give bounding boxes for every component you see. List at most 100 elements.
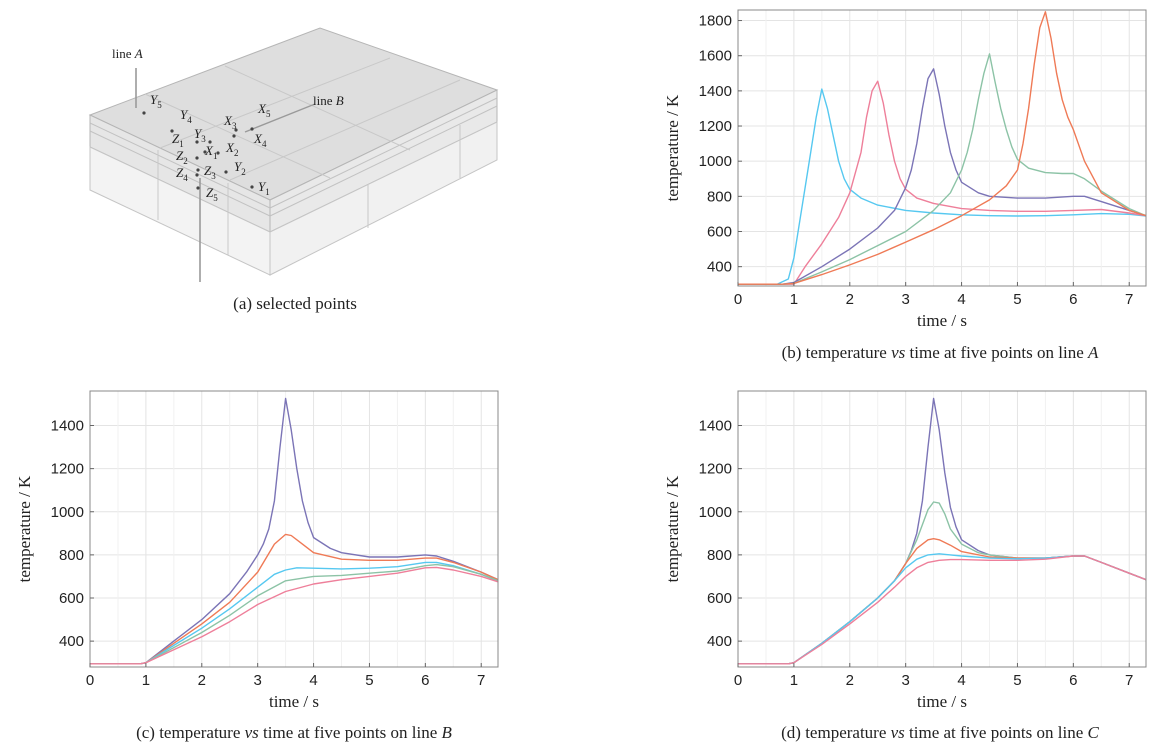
x-tick-label: 0: [86, 672, 94, 689]
panel-a-caption: (a) selected points: [233, 294, 357, 313]
point-marker: [196, 168, 200, 172]
point-marker: [195, 156, 199, 160]
point-label: X2: [225, 140, 238, 158]
y-tick-label: 800: [59, 547, 84, 564]
chart-caption: (c) temperature vs time at five points o…: [136, 723, 452, 742]
y-tick-label: 800: [707, 547, 732, 564]
y-tick-label: 400: [707, 259, 732, 276]
y-axis-label: temperature / K: [15, 475, 34, 582]
point-label: X5: [257, 101, 271, 119]
series-line-cyan: [90, 561, 499, 665]
x-tick-label: 1: [790, 672, 798, 689]
series-line-green: [738, 53, 1147, 285]
x-tick-label: 6: [421, 672, 429, 689]
y-tick-label: 1800: [699, 13, 732, 30]
point-marker: [208, 140, 212, 144]
y-tick-label: 1400: [699, 83, 732, 100]
x-tick-label: 7: [1125, 291, 1133, 308]
point-label: Y3: [194, 126, 206, 144]
x-tick-label: 4: [957, 291, 965, 308]
series-line-pink: [90, 566, 499, 665]
plot-frame: [737, 390, 1147, 668]
point-marker: [196, 186, 200, 190]
y-tick-label: 600: [59, 590, 84, 607]
point-marker: [216, 151, 220, 155]
point-marker: [203, 150, 207, 154]
y-tick-label: 1200: [699, 118, 732, 135]
point-label: Z3: [204, 163, 216, 181]
plot-frame: [89, 390, 499, 668]
series-line-orange: [738, 11, 1147, 285]
point-marker: [195, 140, 199, 144]
x-tick-label: 5: [1013, 291, 1021, 308]
x-axis-label: time / s: [917, 692, 967, 711]
x-tick-label: 3: [901, 672, 909, 689]
point-label: X3: [223, 113, 237, 131]
point-marker: [250, 127, 254, 131]
series-line-purple: [738, 68, 1147, 285]
x-tick-label: 2: [846, 291, 854, 308]
point-label: Z4: [176, 165, 188, 183]
x-tick-label: 5: [365, 672, 373, 689]
point-label: Z5: [206, 185, 218, 203]
x-tick-label: 6: [1069, 672, 1077, 689]
y-tick-label: 800: [707, 188, 732, 205]
x-tick-label: 4: [309, 672, 317, 689]
y-tick-label: 600: [707, 590, 732, 607]
y-tick-label: 1400: [699, 418, 732, 435]
point-label: Y2: [234, 159, 246, 177]
chart-caption: (d) temperature vs time at five points o…: [781, 723, 1099, 742]
x-tick-label: 0: [734, 672, 742, 689]
point-label: Z1: [172, 131, 184, 149]
y-tick-label: 600: [707, 224, 732, 241]
y-tick-label: 1000: [51, 504, 84, 521]
series-line-cyan: [738, 88, 1147, 285]
x-tick-label: 1: [142, 672, 150, 689]
line-b-label: line B: [313, 93, 344, 108]
x-axis-label: time / s: [917, 311, 967, 330]
point-label: Z2: [176, 148, 188, 166]
chart-caption: (b) temperature vs time at five points o…: [782, 343, 1099, 362]
point-label: Y1: [258, 179, 270, 197]
series-line-purple: [90, 397, 499, 665]
x-axis-label: time / s: [269, 692, 319, 711]
x-tick-label: 3: [253, 672, 261, 689]
series-line-pink: [738, 80, 1147, 285]
x-tick-label: 2: [198, 672, 206, 689]
y-tick-label: 1000: [699, 153, 732, 170]
chart-c: 0 1 2 3 4 5 6 7 400 600 800 1000 1200 1400 time / s tem…: [15, 390, 499, 742]
point-label: X1: [204, 143, 217, 161]
y-tick-label: 1000: [699, 504, 732, 521]
y-tick-label: 1600: [699, 48, 732, 65]
y-tick-label: 1200: [699, 461, 732, 478]
point-label: Y5: [150, 92, 162, 110]
point-marker: [224, 170, 228, 174]
point-marker: [232, 134, 236, 138]
x-tick-label: 6: [1069, 291, 1077, 308]
selected-point-labels: Y5 Y4 X3 X5 Z1 Y3 X4 X1 X2 Z2 Y2 Z4 Z3 Y1 Z5: [142, 92, 271, 203]
x-tick-label: 5: [1013, 672, 1021, 689]
y-tick-label: 400: [707, 633, 732, 650]
y-tick-label: 400: [59, 633, 84, 650]
x-tick-label: 0: [734, 291, 742, 308]
plot-frame: [737, 9, 1147, 287]
x-tick-label: 3: [901, 291, 909, 308]
x-tick-label: 7: [1125, 672, 1133, 689]
y-axis-label: temperature / K: [663, 94, 682, 201]
y-tick-label: 1400: [51, 418, 84, 435]
point-label: Y4: [180, 107, 192, 125]
y-axis-label: temperature / K: [663, 475, 682, 582]
x-tick-label: 4: [957, 672, 965, 689]
point-marker: [142, 111, 146, 115]
plot-area: [738, 391, 1146, 667]
line-a-label: line A: [112, 46, 143, 61]
point-label: X4: [253, 131, 267, 149]
point-marker: [234, 128, 238, 132]
series-line-orange: [90, 533, 499, 665]
panel-a-schematic: [88, 27, 499, 282]
x-tick-label: 7: [477, 672, 485, 689]
x-tick-label: 2: [846, 672, 854, 689]
point-marker: [195, 173, 199, 177]
chart-d: 0 1 2 3 4 5 6 7 400 600 800 1000 1200 1400 time / s tem…: [663, 390, 1147, 742]
y-tick-label: 1200: [51, 461, 84, 478]
